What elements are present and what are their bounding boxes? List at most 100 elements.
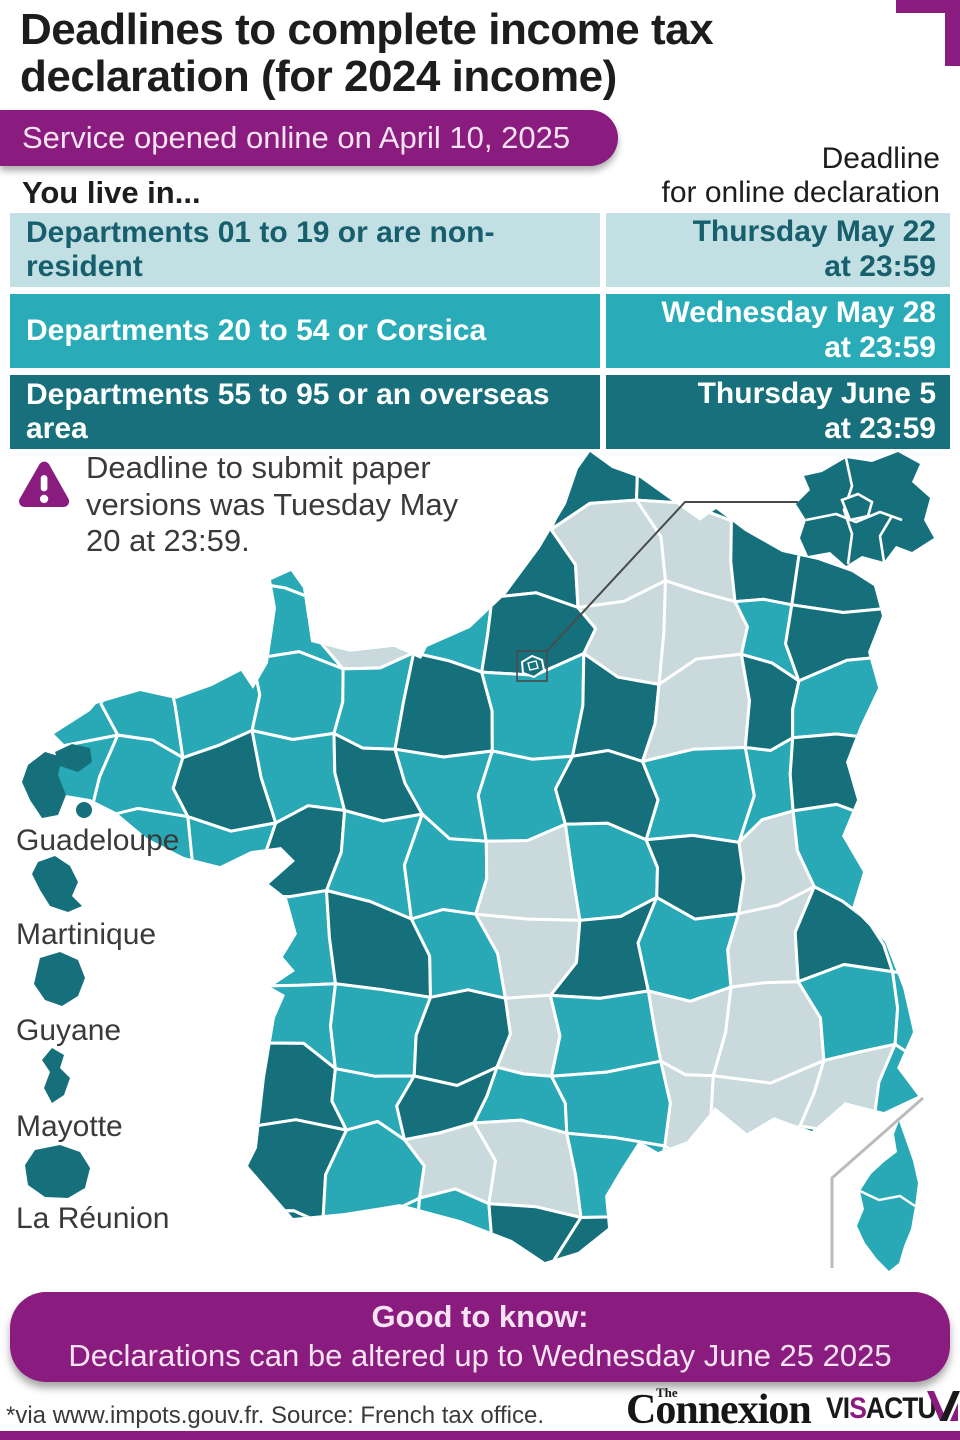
department-cell <box>484 452 573 531</box>
guyane-shape <box>34 952 85 1006</box>
department-cell <box>878 643 918 767</box>
zone-cell: Departments 01 to 19 or are non-resident <box>10 213 600 287</box>
department-cell <box>97 452 173 537</box>
column-divider <box>600 213 606 287</box>
corsica-border <box>859 1189 916 1207</box>
department-cell <box>641 746 756 844</box>
department-cell <box>186 815 278 909</box>
zone-cell: Departments 55 to 95 or an overseas area <box>10 375 600 449</box>
corner-bracket-vertical <box>945 0 960 66</box>
connexion-logo-the: The <box>656 1385 678 1400</box>
overseas-territories <box>22 744 92 1198</box>
label-martinique: Martinique <box>16 918 157 951</box>
department-cell <box>175 893 268 1000</box>
service-opened-text: Service opened online on April 10, 2025 <box>22 120 571 155</box>
inset-borders <box>805 457 903 565</box>
table-row: Departments 20 to 54 or Corsica Wednesda… <box>10 294 950 368</box>
column-divider <box>600 375 606 449</box>
paper-deadline-note: Deadline to submit paper versions was Tu… <box>86 450 459 559</box>
department-cell <box>709 1124 813 1234</box>
column-header-you-live-in: You live in... <box>22 175 201 210</box>
department-cell <box>634 1215 732 1262</box>
visactu-logo-mark <box>927 1391 960 1421</box>
service-opened-banner: Service opened online on April 10, 2025 <box>0 110 618 166</box>
column-header-deadline-line1: Deadline <box>821 142 940 175</box>
department-cell <box>651 1144 718 1237</box>
visactu-logo: VISACTU <box>826 1392 937 1425</box>
deadline-line2: at 23:59 <box>824 331 936 364</box>
mainland-departments <box>47 452 918 1262</box>
department-cell <box>239 493 341 603</box>
good-to-know-text: Declarations can be altered up to Wednes… <box>68 1338 892 1373</box>
deadline-cell: Wednesday May 28 at 23:59 <box>606 294 950 368</box>
department-cell <box>162 502 252 608</box>
paris-callout-line <box>545 501 798 653</box>
column-divider <box>600 294 606 368</box>
table-row: Departments 55 to 95 or an overseas area… <box>10 375 950 449</box>
department-cell <box>337 452 401 524</box>
department-cell <box>414 1187 494 1262</box>
deadline-line2: at 23:59 <box>824 250 936 283</box>
column-header-deadline-line2: for online declaration <box>661 175 940 209</box>
deadline-line1: Thursday May 22 <box>692 215 936 249</box>
mayotte-shape <box>42 1048 70 1103</box>
label-guadeloupe: Guadeloupe <box>16 824 180 857</box>
table-row: Departments 01 to 19 or are non-resident… <box>10 213 950 287</box>
paris-region-inset <box>796 452 934 566</box>
label-guyane: Guyane <box>16 1014 122 1047</box>
good-to-know-banner: Good to know: Declarations can be altere… <box>10 1292 950 1382</box>
department-cell <box>250 650 345 741</box>
martinique-shape <box>32 856 82 912</box>
department-cell <box>162 452 273 521</box>
source-note: *via www.impots.gouv.fr. Source: French … <box>6 1402 545 1429</box>
bottom-accent-strip <box>0 1431 960 1440</box>
department-cell <box>158 580 262 661</box>
guadeloupe-shape-2 <box>55 744 92 772</box>
connexion-logo: Connexion <box>626 1387 812 1433</box>
corsica-shape <box>857 1121 918 1271</box>
deadline-line1: Wednesday May 28 <box>661 296 936 330</box>
department-cell <box>97 517 179 608</box>
department-cell <box>659 1059 715 1162</box>
page-title-line2: declaration (for 2024 income) <box>20 52 617 102</box>
department-cell <box>893 592 918 659</box>
department-cell <box>397 503 494 614</box>
france-map <box>22 452 934 1271</box>
department-cell <box>47 452 109 528</box>
department-cell <box>47 518 116 608</box>
department-cell <box>47 573 114 673</box>
department-cell <box>239 452 349 515</box>
corsica <box>857 1121 918 1271</box>
corner-bracket-horizontal <box>896 0 960 13</box>
deadline-cell: Thursday June 5 at 23:59 <box>606 375 950 449</box>
guadeloupe-islet <box>76 802 92 818</box>
department-cell <box>862 817 918 935</box>
department-cell <box>98 590 179 678</box>
guadeloupe-shape <box>22 752 66 818</box>
department-cell <box>186 1209 267 1262</box>
page-title: Deadlines to complete income tax declara… <box>20 6 900 100</box>
department-cell <box>876 737 918 842</box>
department-cell <box>193 1126 264 1229</box>
good-to-know-title: Good to know: <box>371 1299 589 1335</box>
page-title-line1: Deadlines to complete income tax <box>20 5 714 54</box>
label-mayotte: Mayotte <box>16 1110 123 1143</box>
department-cell <box>719 452 812 523</box>
corsica-separator-line <box>830 1096 924 1268</box>
deadline-line1: Thursday June 5 <box>697 377 936 411</box>
department-cell <box>317 505 425 610</box>
department-cell <box>710 1213 806 1262</box>
warning-icon <box>19 461 70 507</box>
deadline-cell: Thursday May 22 at 23:59 <box>606 213 950 287</box>
department-cell <box>247 1209 345 1262</box>
paris-zoom-box <box>516 650 548 682</box>
label-la-reunion: La Réunion <box>16 1202 170 1235</box>
department-cell <box>170 1041 265 1143</box>
zone-cell: Departments 20 to 54 or Corsica <box>10 294 600 368</box>
deadline-line2: at 23:59 <box>824 412 936 445</box>
department-cell <box>250 889 337 988</box>
la-reunion-shape <box>25 1145 90 1198</box>
department-cell <box>166 981 265 1075</box>
department-cell <box>387 452 500 524</box>
